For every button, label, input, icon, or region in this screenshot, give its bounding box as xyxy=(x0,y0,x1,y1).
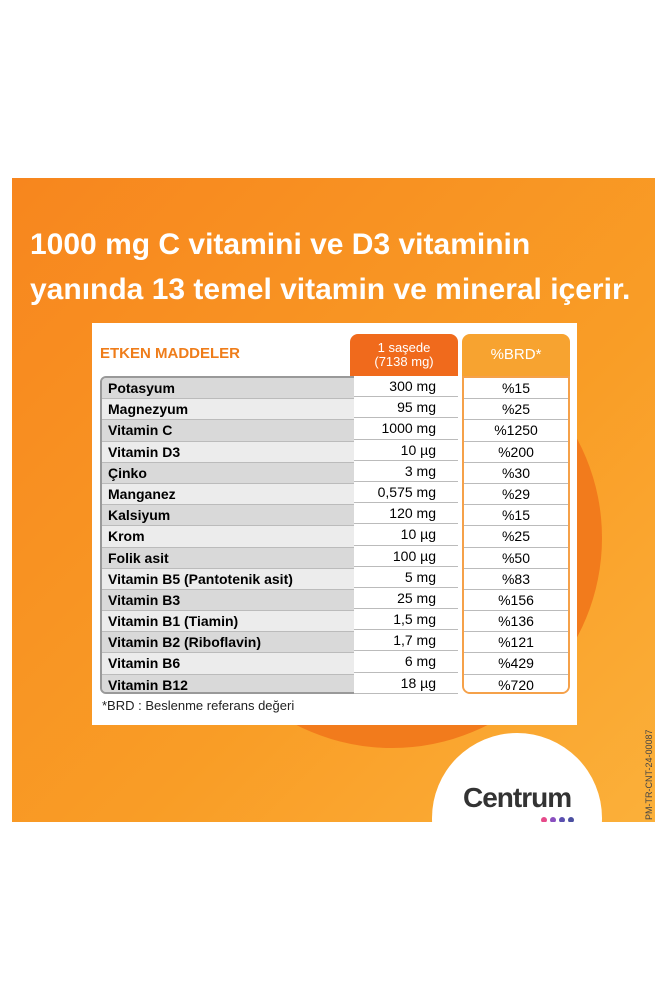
column-header: %BRD* xyxy=(462,334,570,376)
amount: 1,7 mg xyxy=(354,630,458,652)
amount: 120 mg xyxy=(354,503,458,525)
ingredient: Folik asit xyxy=(102,547,360,569)
brd-value: %83 xyxy=(464,568,568,590)
brand: Centrum xyxy=(463,782,572,813)
brd-value: %15 xyxy=(464,378,568,400)
brd-value: %29 xyxy=(464,483,568,506)
brd-value: %136 xyxy=(464,611,568,633)
amount: 1000 mg xyxy=(354,418,458,440)
amount-column: 300 mg 95 mg 1000 mg 10 µg 3 mg 0,575 mg 120 m… xyxy=(354,376,458,694)
footnote: *BRD : Beslenme referans değeri xyxy=(102,698,295,713)
brd-value: %25 xyxy=(464,399,568,421)
ingredient: Vitamin B3 xyxy=(102,589,360,612)
amount: 1,5 mg xyxy=(354,609,458,631)
banner: 1000 mg C vitamini ve D3 vitaminin yanın… xyxy=(12,178,655,822)
brd-value: %121 xyxy=(464,632,568,654)
amount: 10 µg xyxy=(354,439,458,461)
brd-column: %15 %25 %1250 %200 %30 %29 %15 %25 %50 %83 %156 %13… xyxy=(462,376,570,694)
ingredient: Vitamin B5 (Pantotenik asit) xyxy=(102,568,360,590)
amount: 95 mg xyxy=(354,397,458,419)
brd-value: %30 xyxy=(464,462,568,484)
ingredient: Vitamin B1 (Tiamin) xyxy=(102,611,360,633)
column-header: 1 saşede (7138 mg) xyxy=(350,334,458,376)
table-card: ETKEN MADDELER 1 saşede (7138 mg) %BRD* … xyxy=(92,323,577,725)
brd-value: %25 xyxy=(464,526,568,548)
amount: 18 µg xyxy=(354,672,458,694)
ingredient: Kalsiyum xyxy=(102,505,360,527)
brd-value: %720 xyxy=(464,674,568,692)
amount: 3 mg xyxy=(354,460,458,482)
names-column: Potasyum Magnezyum Vitamin C Vitamin D3 Çink… xyxy=(100,376,362,694)
amount: 6 mg xyxy=(354,651,458,673)
logo-dots xyxy=(541,817,574,822)
ingredient: Manganez xyxy=(102,483,360,506)
ingredient: Vitamin B6 xyxy=(102,653,360,675)
ingredient: Vitamin B12 xyxy=(102,674,360,692)
amount: 300 mg xyxy=(354,376,458,398)
brd-value: %50 xyxy=(464,547,568,569)
amount: 0,575 mg xyxy=(354,481,458,504)
headline: yanında 13 temel vitamin ve mineral içer… xyxy=(30,273,631,306)
brd-value: %1250 xyxy=(464,420,568,442)
brd-value: %429 xyxy=(464,653,568,675)
ingredient: Çinko xyxy=(102,462,360,484)
ingredient: Vitamin B2 (Riboflavin) xyxy=(102,632,360,654)
ingredient: Vitamin D3 xyxy=(102,441,360,463)
amount: 10 µg xyxy=(354,524,458,546)
ingredient: Vitamin C xyxy=(102,420,360,442)
headline: 1000 mg C vitamini ve D3 vitaminin xyxy=(30,228,531,261)
amount: 25 mg xyxy=(354,587,458,610)
brd-value: %15 xyxy=(464,505,568,527)
ingredient: Krom xyxy=(102,526,360,548)
product-code: PM-TR-CNT-24-00087 xyxy=(644,729,654,820)
ingredient: Magnezyum xyxy=(102,399,360,421)
amount: 100 µg xyxy=(354,545,458,567)
amount: 5 mg xyxy=(354,566,458,588)
table-title: ETKEN MADDELER xyxy=(100,345,241,362)
brd-value: %156 xyxy=(464,589,568,612)
ingredient: Potasyum xyxy=(102,378,360,400)
brd-value: %200 xyxy=(464,441,568,463)
